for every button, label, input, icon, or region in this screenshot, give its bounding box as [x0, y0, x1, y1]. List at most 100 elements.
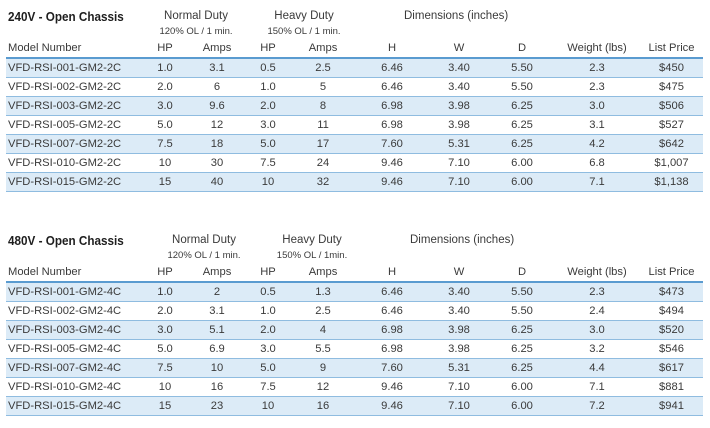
cell-height: 6.46 — [381, 81, 403, 93]
cell-weight: 3.1 — [589, 119, 605, 131]
cell-hd-hp: 2.0 — [260, 324, 276, 336]
cell-width: 7.10 — [448, 157, 470, 169]
cell-hd-amps: 16 — [316, 400, 330, 412]
cell-weight: 2.3 — [589, 286, 605, 298]
cell-weight: 7.1 — [589, 381, 605, 393]
col-list-price: List Price — [648, 265, 695, 278]
cell-nd-hp: 1.0 — [157, 62, 173, 74]
cell-model-number: VFD-RSI-003-GM2-2C — [8, 100, 122, 112]
cell-width: 3.98 — [448, 119, 470, 131]
cell-width: 7.10 — [448, 400, 470, 412]
col-hd-amps: Amps — [308, 41, 338, 54]
cell-weight: 3.2 — [589, 343, 605, 355]
heavy-duty-label: Heavy Duty — [274, 10, 334, 22]
table-480v-title: 480V - Open Chassis — [8, 233, 124, 248]
cell-hd-hp: 7.5 — [260, 381, 276, 393]
cell-hd-hp: 3.0 — [260, 119, 276, 131]
cell-hd-amps: 5.5 — [315, 343, 331, 355]
cell-nd-amps: 30 — [210, 157, 224, 169]
cell-hd-hp: 1.0 — [260, 305, 276, 317]
cell-depth: 6.00 — [511, 400, 533, 412]
col-nd-hp: HP — [157, 265, 173, 278]
col-h: H — [387, 41, 397, 54]
cell-depth: 6.00 — [511, 381, 533, 393]
cell-list-price: $494 — [659, 305, 684, 317]
table-240v-title: 240V - Open Chassis — [8, 9, 124, 24]
cell-model-number: VFD-RSI-001-GM2-2C — [8, 62, 122, 74]
col-h: H — [387, 265, 397, 278]
col-nd-hp: HP — [157, 41, 173, 54]
table-row: VFD-RSI-002-GM2-4C 2.0 3.1 1.0 2.5 6.46 3.40 5.… — [6, 301, 703, 321]
cell-height: 6.98 — [381, 100, 403, 112]
normal-duty-group: Normal Duty 120% OL / 1 min. — [156, 234, 252, 261]
cell-hd-hp: 10 — [261, 400, 275, 412]
col-nd-amps: Amps — [202, 265, 232, 278]
cell-hd-hp: 5.0 — [260, 138, 276, 150]
cell-nd-amps: 6.9 — [209, 343, 225, 355]
table-480v-body: VFD-RSI-001-GM2-4C 1.0 2 0.5 1.3 6.46 3.40 5.50… — [6, 282, 703, 416]
cell-weight: 2.4 — [589, 305, 605, 317]
cell-depth: 5.50 — [511, 81, 533, 93]
heavy-duty-label: Heavy Duty — [282, 234, 342, 246]
cell-model-number: VFD-RSI-002-GM2-4C — [8, 305, 122, 317]
cell-hd-amps: 5 — [319, 81, 327, 93]
table-240v-body: VFD-RSI-001-GM2-2C 1.0 3.1 0.5 2.5 6.46 3.40 5.… — [6, 58, 703, 192]
heavy-duty-sub: 150% OL / 1 min. — [267, 26, 341, 37]
cell-nd-amps: 18 — [210, 138, 224, 150]
cell-nd-hp: 3.0 — [157, 100, 173, 112]
cell-weight: 4.2 — [589, 138, 605, 150]
cell-width: 5.31 — [448, 362, 470, 374]
cell-width: 3.98 — [448, 324, 470, 336]
cell-hd-amps: 2.5 — [315, 62, 331, 74]
cell-nd-amps: 10 — [210, 362, 224, 374]
cell-nd-hp: 3.0 — [157, 324, 173, 336]
cell-width: 3.40 — [448, 286, 470, 298]
cell-height: 7.60 — [381, 362, 403, 374]
cell-depth: 6.25 — [511, 324, 533, 336]
cell-weight: 3.0 — [589, 324, 605, 336]
table-row: VFD-RSI-005-GM2-4C 5.0 6.9 3.0 5.5 6.98 3.98 6.… — [6, 339, 703, 359]
cell-nd-amps: 12 — [210, 119, 224, 131]
col-d: D — [517, 41, 527, 54]
dimensions-label: Dimensions (inches) — [404, 10, 509, 22]
cell-model-number: VFD-RSI-001-GM2-4C — [8, 286, 122, 298]
table-480v-section: 480V - Open Chassis Normal Duty 120% OL … — [6, 228, 703, 416]
cell-model-number: VFD-RSI-007-GM2-4C — [8, 362, 122, 374]
cell-width: 3.98 — [448, 100, 470, 112]
cell-weight: 3.0 — [589, 100, 605, 112]
cell-nd-amps: 2 — [213, 286, 221, 298]
cell-hd-amps: 24 — [316, 157, 330, 169]
table-row: VFD-RSI-010-GM2-2C 10 30 7.5 24 9.46 7.10 6.00 6… — [6, 153, 703, 173]
cell-height: 9.46 — [381, 381, 403, 393]
table-row: VFD-RSI-003-GM2-4C 3.0 5.1 2.0 4 6.98 3.98 6.25… — [6, 320, 703, 340]
cell-list-price: $1,138 — [654, 176, 689, 188]
cell-nd-hp: 10 — [158, 381, 172, 393]
cell-list-price: $475 — [659, 81, 684, 93]
heavy-duty-group: Heavy Duty 150% OL / 1 min. — [256, 10, 352, 37]
cell-height: 6.46 — [381, 305, 403, 317]
cell-nd-hp: 10 — [158, 157, 172, 169]
cell-model-number: VFD-RSI-010-GM2-4C — [8, 381, 122, 393]
table-row: VFD-RSI-007-GM2-4C 7.5 10 5.0 9 7.60 5.31 6.25 4… — [6, 358, 703, 378]
normal-duty-group: Normal Duty 120% OL / 1 min. — [148, 10, 244, 37]
cell-model-number: VFD-RSI-015-GM2-4C — [8, 400, 122, 412]
cell-model-number: VFD-RSI-002-GM2-2C — [8, 81, 122, 93]
cell-height: 9.46 — [381, 157, 403, 169]
cell-width: 7.10 — [448, 176, 470, 188]
cell-height: 9.46 — [381, 400, 403, 412]
cell-height: 6.98 — [381, 343, 403, 355]
cell-nd-amps: 3.1 — [209, 305, 225, 317]
cell-nd-hp: 1.0 — [157, 286, 173, 298]
table-row: VFD-RSI-003-GM2-2C 3.0 9.6 2.0 8 6.98 3.98 6.25… — [6, 96, 703, 116]
cell-depth: 6.25 — [511, 343, 533, 355]
cell-weight: 6.8 — [589, 157, 605, 169]
col-nd-amps: Amps — [202, 41, 232, 54]
cell-hd-amps: 17 — [316, 138, 330, 150]
cell-hd-hp: 5.0 — [260, 362, 276, 374]
cell-hd-hp: 3.0 — [260, 343, 276, 355]
cell-model-number: VFD-RSI-005-GM2-2C — [8, 119, 122, 131]
table-row: VFD-RSI-001-GM2-2C 1.0 3.1 0.5 2.5 6.46 3.40 5.… — [6, 58, 703, 78]
cell-hd-hp: 2.0 — [260, 100, 276, 112]
col-w: W — [453, 265, 465, 278]
cell-nd-hp: 7.5 — [157, 138, 173, 150]
